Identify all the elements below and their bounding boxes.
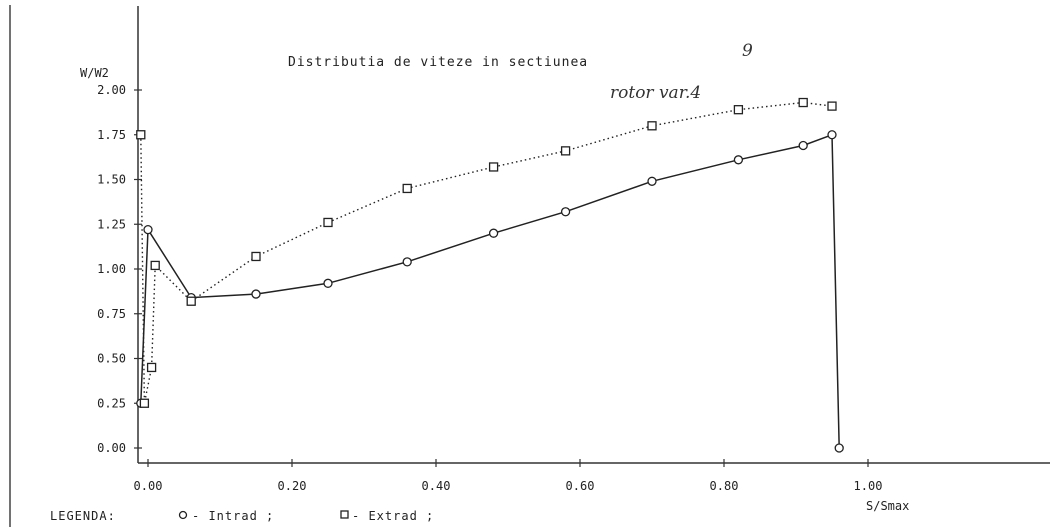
data-point-extrad — [733, 105, 744, 115]
legend-extrad-text: - Extrad ; — [352, 509, 434, 523]
y-tick-label: 0.50 — [97, 352, 126, 366]
series-line-extrad — [140, 101, 833, 404]
data-point-extrad — [827, 101, 837, 111]
data-point-intrad — [733, 155, 744, 165]
data-point-extrad — [139, 398, 150, 408]
data-point-extrad — [136, 130, 146, 140]
legend-label: LEGENDA: — [50, 509, 116, 523]
data-point-intrad — [647, 176, 657, 186]
data-point-intrad — [834, 443, 844, 453]
data-point-extrad — [323, 217, 333, 228]
data-point-extrad — [798, 97, 808, 108]
x-tick-label: 0.80 — [710, 479, 739, 493]
data-point-intrad — [143, 224, 153, 235]
x-tick-label: 0.60 — [566, 479, 595, 493]
data-point-intrad — [402, 257, 412, 267]
x-tick-label: 0.20 — [278, 479, 307, 493]
x-tick-labels: 0.00 0.20 0.40 0.60 0.80 1.00 — [134, 459, 883, 493]
data-point-extrad — [146, 362, 157, 373]
data-point-intrad — [488, 228, 499, 238]
y-tick-label: 0.25 — [97, 396, 126, 410]
y-tick-label: 2.00 — [97, 83, 126, 97]
y-tick-label: 0.75 — [97, 307, 126, 321]
x-tick-label: 0.00 — [134, 479, 163, 493]
data-point-intrad — [323, 278, 333, 288]
y-tick-label: 1.00 — [97, 262, 126, 276]
legend: LEGENDA: - Intrad ; - Extrad ; — [50, 509, 434, 523]
series-line-intrad — [140, 133, 840, 449]
data-point-extrad — [647, 121, 657, 131]
y-tick-labels: 0.00 0.25 0.50 0.75 1.00 1.25 1.50 1.75 2.00 — [97, 83, 142, 455]
legend-marker-extrad — [340, 510, 349, 519]
y-tick-label: 1.25 — [97, 217, 126, 231]
y-tick-label: 0.00 — [97, 441, 126, 455]
chart-title: Distributia de viteze in sectiunea — [288, 55, 588, 70]
x-tick-label: 0.40 — [422, 479, 451, 493]
legend-marker-intrad — [178, 510, 188, 520]
data-point-extrad — [488, 162, 499, 172]
data-point-intrad — [251, 289, 261, 299]
data-point-extrad — [251, 251, 261, 262]
x-tick-label: 1.00 — [854, 479, 883, 493]
y-axis-label: W/W2 — [80, 66, 109, 80]
data-point-intrad — [560, 207, 571, 217]
x-axis-label: S/Smax — [866, 499, 909, 513]
data-point-extrad — [560, 146, 571, 156]
section-number: 9 — [742, 41, 753, 61]
data-point-extrad — [150, 260, 160, 271]
chart-subtitle: rotor var.4 — [610, 83, 701, 103]
data-point-intrad — [827, 130, 837, 140]
y-tick-label: 1.75 — [97, 128, 126, 142]
legend-intrad-text: - Intrad ; — [192, 509, 274, 523]
series-group — [136, 97, 844, 453]
data-point-intrad — [798, 140, 808, 151]
data-point-extrad — [402, 183, 412, 194]
y-tick-label: 1.50 — [97, 173, 126, 187]
data-point-extrad — [186, 296, 196, 306]
